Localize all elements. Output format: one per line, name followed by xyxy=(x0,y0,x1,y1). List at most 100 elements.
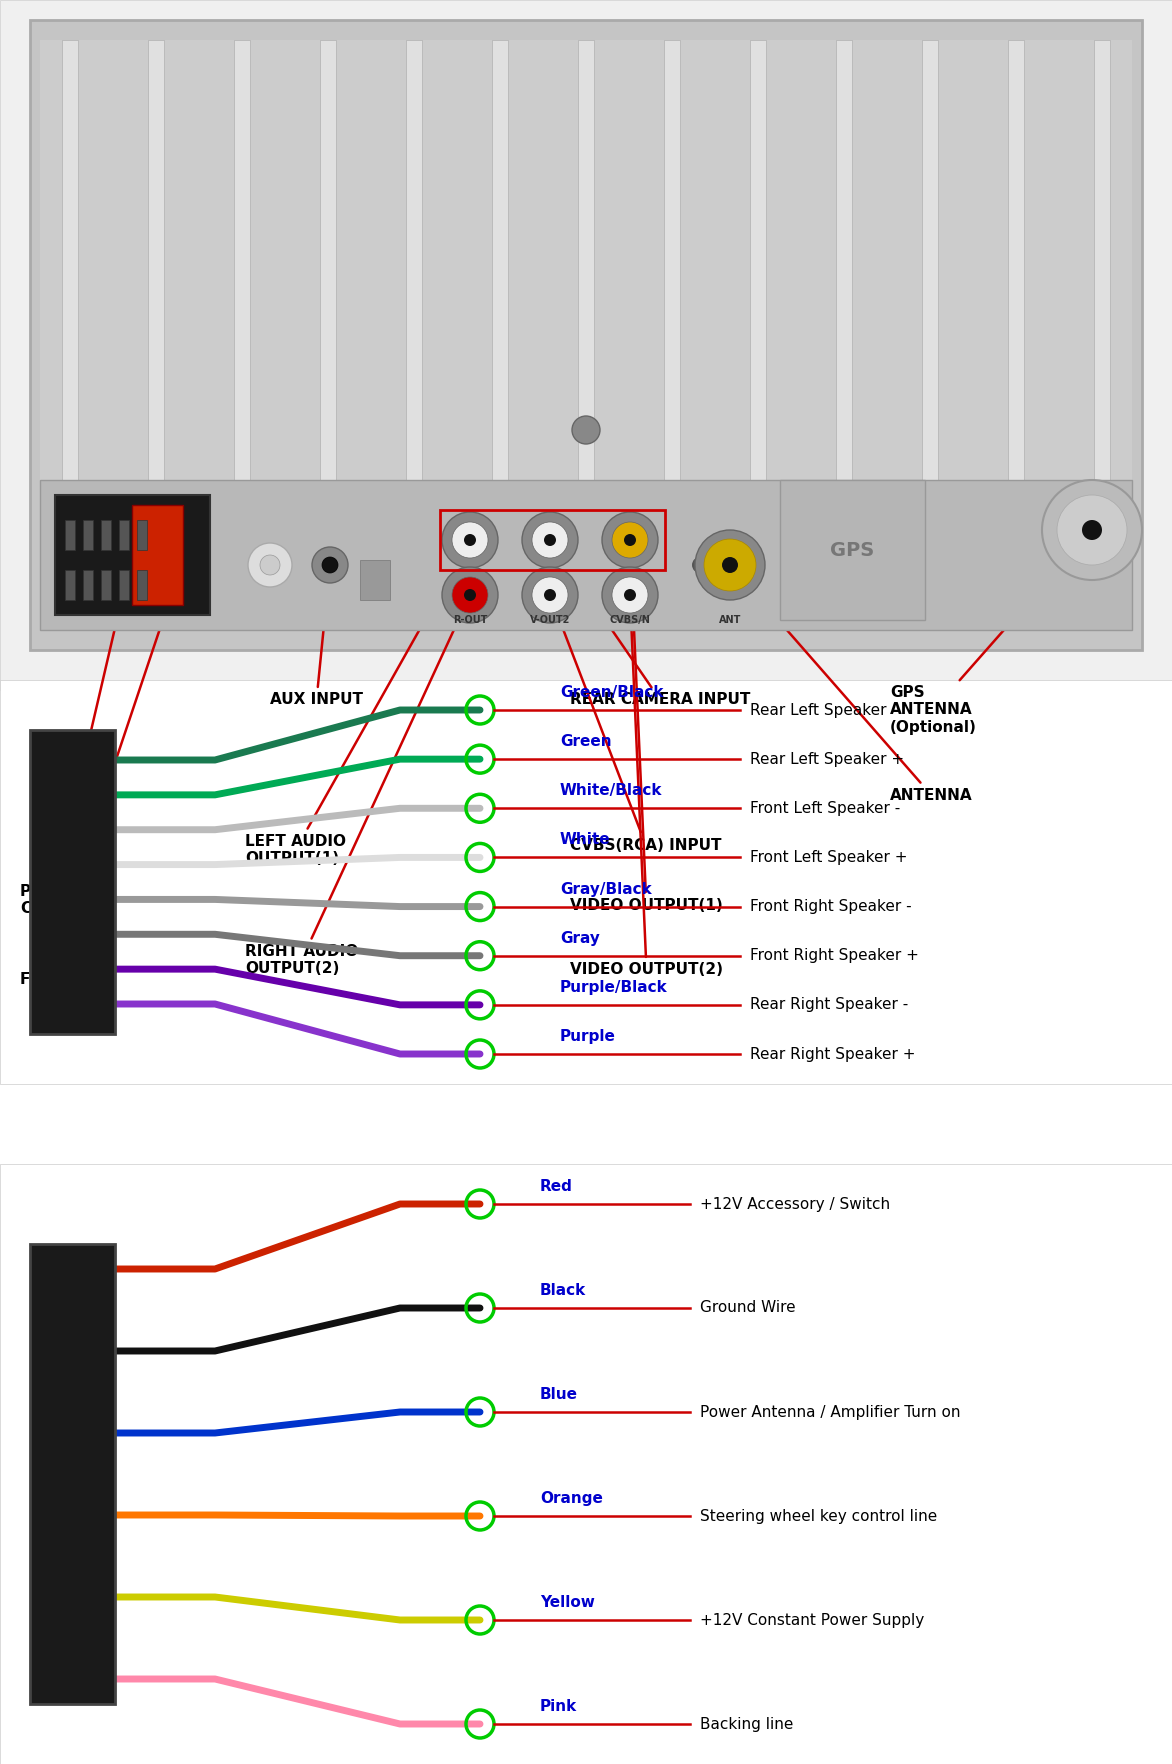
Text: AUX INPUT: AUX INPUT xyxy=(270,570,363,707)
Bar xyxy=(62,41,79,529)
Text: Rear Left Speaker +: Rear Left Speaker + xyxy=(750,751,904,767)
Circle shape xyxy=(722,557,738,573)
Text: CVBS(RCA) INPUT: CVBS(RCA) INPUT xyxy=(551,600,722,852)
Circle shape xyxy=(522,566,578,623)
Circle shape xyxy=(322,557,338,573)
Text: Blue: Blue xyxy=(540,1387,578,1402)
Text: White/Black: White/Black xyxy=(560,783,662,799)
Text: Power Antenna / Amplifier Turn on: Power Antenna / Amplifier Turn on xyxy=(700,1404,961,1420)
Text: Rear Left Speaker -: Rear Left Speaker - xyxy=(750,702,897,718)
Circle shape xyxy=(442,566,498,623)
Bar xyxy=(750,41,766,529)
Circle shape xyxy=(532,577,568,614)
Circle shape xyxy=(452,522,488,557)
Bar xyxy=(30,19,1142,649)
Text: Front Left Speaker +: Front Left Speaker + xyxy=(750,850,907,864)
Text: REAR CAMERA INPUT: REAR CAMERA INPUT xyxy=(553,545,750,707)
Circle shape xyxy=(691,557,708,573)
Circle shape xyxy=(80,600,100,619)
Text: Rear Right Speaker -: Rear Right Speaker - xyxy=(750,997,908,1013)
Circle shape xyxy=(624,589,636,602)
Circle shape xyxy=(1042,480,1142,580)
Text: Red: Red xyxy=(540,1178,573,1194)
Circle shape xyxy=(1057,496,1127,564)
Circle shape xyxy=(464,534,476,547)
Text: FUSE: FUSE xyxy=(20,600,170,988)
Bar xyxy=(360,559,390,600)
Circle shape xyxy=(544,534,556,547)
Bar xyxy=(578,41,594,529)
Text: ANT: ANT xyxy=(718,616,741,624)
Text: GPS: GPS xyxy=(830,540,874,559)
Text: CVBS/N: CVBS/N xyxy=(609,616,650,624)
Bar xyxy=(665,41,680,529)
Circle shape xyxy=(442,512,498,568)
Bar xyxy=(836,41,852,529)
Text: Ground Wire: Ground Wire xyxy=(700,1300,796,1316)
Text: Green/Black: Green/Black xyxy=(560,684,663,700)
Text: Green: Green xyxy=(560,734,612,750)
Bar xyxy=(0,1164,1172,1764)
Text: RIGHT AUDIO
OUTPUT(2): RIGHT AUDIO OUTPUT(2) xyxy=(245,600,468,975)
Bar xyxy=(30,730,115,1034)
Text: ANTENNA: ANTENNA xyxy=(734,570,973,803)
Text: +12V Accessory / Switch: +12V Accessory / Switch xyxy=(700,1196,890,1212)
Bar xyxy=(83,520,93,550)
Text: V-OUT2: V-OUT2 xyxy=(530,616,571,624)
Bar xyxy=(40,480,1132,630)
Text: White: White xyxy=(560,833,611,847)
Circle shape xyxy=(572,416,600,445)
Circle shape xyxy=(624,534,636,547)
Text: Front Left Speaker -: Front Left Speaker - xyxy=(750,801,900,815)
Circle shape xyxy=(602,566,657,623)
Text: Gray: Gray xyxy=(560,931,600,946)
Bar xyxy=(440,510,665,570)
Circle shape xyxy=(260,556,280,575)
Bar xyxy=(320,41,336,529)
Text: R-OUT: R-OUT xyxy=(452,616,488,624)
Circle shape xyxy=(704,540,756,591)
Text: Front Right Speaker -: Front Right Speaker - xyxy=(750,900,912,914)
Bar xyxy=(137,570,146,600)
Circle shape xyxy=(464,589,476,602)
Bar xyxy=(0,679,1172,1085)
Text: Yellow: Yellow xyxy=(540,1595,595,1611)
Text: Rear Right Speaker +: Rear Right Speaker + xyxy=(750,1046,915,1062)
Bar xyxy=(0,0,1172,690)
Bar xyxy=(922,41,938,529)
Bar xyxy=(137,520,146,550)
Bar xyxy=(132,505,183,605)
Circle shape xyxy=(1082,520,1102,540)
Text: Backing line: Backing line xyxy=(700,1716,793,1732)
Bar xyxy=(64,570,75,600)
Bar xyxy=(30,1244,115,1704)
Text: +12V Constant Power Supply: +12V Constant Power Supply xyxy=(700,1612,925,1628)
Text: VIDEO OUTPUT(1): VIDEO OUTPUT(1) xyxy=(570,545,723,912)
Bar xyxy=(781,480,925,619)
Text: LEFT AUDIO
OUTPUT(1): LEFT AUDIO OUTPUT(1) xyxy=(245,545,468,866)
Text: GPS
ANTENNA
(Optional): GPS ANTENNA (Optional) xyxy=(890,534,1089,736)
Text: POWER
CABLE: POWER CABLE xyxy=(20,561,132,916)
Bar xyxy=(55,496,210,616)
Bar xyxy=(1008,41,1024,529)
Bar xyxy=(64,520,75,550)
Bar xyxy=(234,41,250,529)
Circle shape xyxy=(452,577,488,614)
Bar xyxy=(120,520,129,550)
Circle shape xyxy=(532,522,568,557)
Bar xyxy=(83,570,93,600)
Text: Purple/Black: Purple/Black xyxy=(560,979,668,995)
Text: Pink: Pink xyxy=(540,1699,578,1715)
Bar xyxy=(101,520,111,550)
Circle shape xyxy=(312,547,348,582)
Text: Front Right Speaker +: Front Right Speaker + xyxy=(750,949,919,963)
Circle shape xyxy=(522,512,578,568)
Bar xyxy=(148,41,164,529)
Bar xyxy=(406,41,422,529)
Circle shape xyxy=(612,577,648,614)
Circle shape xyxy=(612,522,648,557)
Bar xyxy=(101,570,111,600)
Bar xyxy=(492,41,507,529)
Bar xyxy=(120,570,129,600)
Text: Steering wheel key control line: Steering wheel key control line xyxy=(700,1508,938,1524)
